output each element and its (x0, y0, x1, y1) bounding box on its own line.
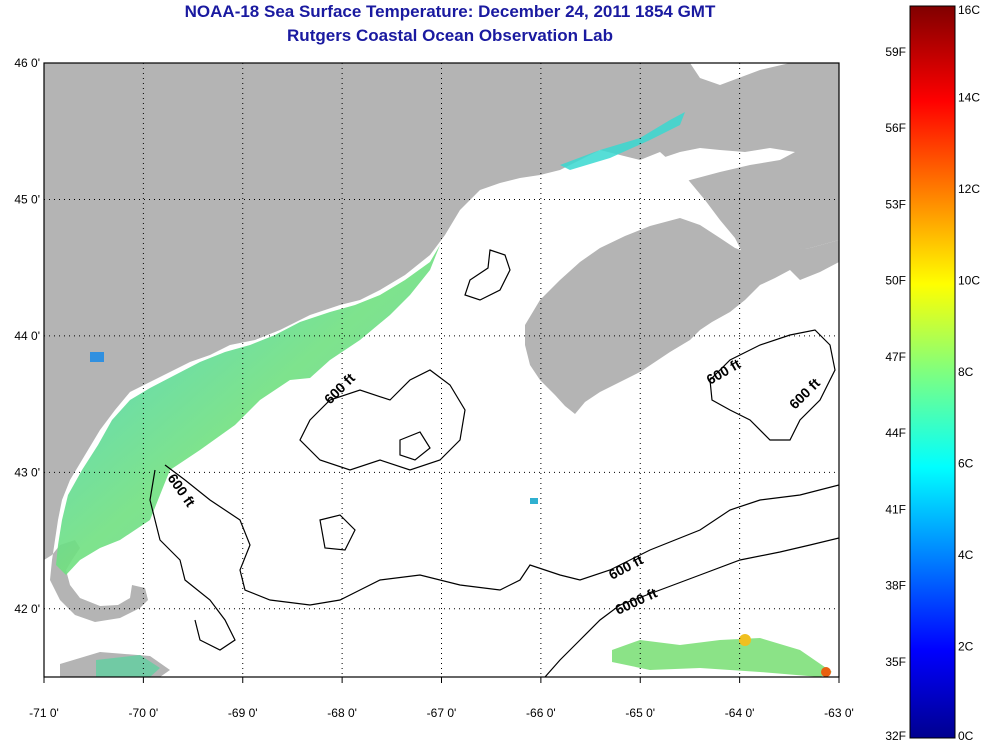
colorbar-celsius-label: 6C (958, 457, 974, 471)
colorbar-fahrenheit-label: 53F (885, 197, 906, 211)
colorbar-celsius-label: 12C (958, 182, 980, 196)
contour-small-2 (399, 431, 431, 461)
contour-600ft-west (149, 469, 236, 651)
tick-label-longitude: -67 0' (427, 706, 457, 720)
colorbar-fahrenheit-scale: 59F 56F 53F 50F 47F 44F 41F 38F 35F 32F (885, 45, 906, 743)
colorbar-celsius-label: 10C (958, 274, 980, 288)
tick-label-longitude: -66 0' (526, 706, 556, 720)
colorbar-fahrenheit-label: 44F (885, 426, 906, 440)
map-title: NOAA-18 Sea Surface Temperature: Decembe… (184, 2, 716, 21)
land-nova-scotia (525, 218, 839, 414)
tick-label-latitude: 45 0' (14, 192, 40, 206)
longitude-axis: -71 0' -70 0' -69 0' -68 0' -67 0' -66 0' -65 … (29, 677, 854, 720)
sst-spot (90, 352, 104, 362)
contour-east (709, 329, 836, 441)
contour-basin (299, 369, 466, 471)
land-mainland (44, 63, 839, 622)
colorbar-fahrenheit-label: 38F (885, 579, 906, 593)
colorbar-celsius-label: 8C (958, 365, 974, 379)
tick-label-longitude: -65 0' (625, 706, 655, 720)
tick-label-longitude: -63 0' (824, 706, 854, 720)
latitude-axis: 46 0' 45 0' 44 0' 43 0' 42 0' (14, 56, 40, 616)
tick-label-longitude: -69 0' (228, 706, 258, 720)
tick-label-latitude: 44 0' (14, 329, 40, 343)
colorbar-celsius-label: 0C (958, 729, 974, 743)
colorbar-fahrenheit-label: 50F (885, 274, 906, 288)
tick-label-latitude: 46 0' (14, 56, 40, 70)
bathymetry-contours (149, 249, 839, 677)
colorbar-fahrenheit-label: 47F (885, 350, 906, 364)
contour-small-1 (319, 514, 356, 551)
colorbar-fahrenheit-label: 35F (885, 655, 906, 669)
sst-spot (530, 498, 538, 504)
colorbar-celsius-label: 16C (958, 3, 980, 17)
colorbar-celsius-label: 2C (958, 640, 974, 654)
tick-label-longitude: -64 0' (725, 706, 755, 720)
contour-bank (464, 249, 511, 301)
colorbar-fahrenheit-label: 32F (885, 729, 906, 743)
contour-6000ft (544, 537, 839, 677)
colorbar-fahrenheit-label: 56F (885, 121, 906, 135)
tick-label-longitude: -68 0' (327, 706, 357, 720)
map-subtitle: Rutgers Coastal Ocean Observation Lab (287, 26, 613, 45)
tick-label-longitude: -71 0' (29, 706, 59, 720)
colorbar-celsius-scale: 16C 14C 12C 10C 8C 6C 4C 2C 0C (958, 3, 980, 743)
contour-600ft-gulf (164, 464, 839, 606)
colorbar-fahrenheit-label: 59F (885, 45, 906, 59)
colorbar (909, 5, 956, 739)
bay-of-fundy (462, 148, 795, 305)
tick-label-longitude: -70 0' (129, 706, 159, 720)
tick-label-latitude: 42 0' (14, 602, 40, 616)
colorbar-fahrenheit-label: 41F (885, 502, 906, 516)
sst-data-region (56, 112, 832, 677)
tick-label-latitude: 43 0' (14, 465, 40, 479)
colorbar-celsius-label: 4C (958, 548, 974, 562)
colorbar-celsius-label: 14C (958, 91, 980, 105)
